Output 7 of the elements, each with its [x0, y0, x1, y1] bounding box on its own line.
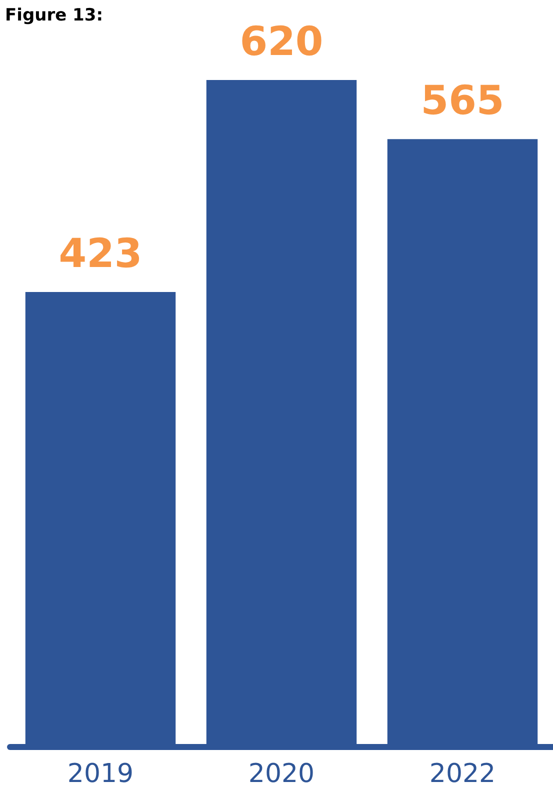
data-label: 423	[58, 230, 142, 277]
data-label: 565	[420, 78, 504, 124]
chart-title: Figure 13:	[5, 6, 103, 26]
x-tick-label: 2019	[67, 759, 134, 789]
data-label: 620	[240, 19, 324, 66]
x-tick-label: 2022	[429, 759, 496, 789]
x-tick-label: 2020	[248, 759, 315, 789]
